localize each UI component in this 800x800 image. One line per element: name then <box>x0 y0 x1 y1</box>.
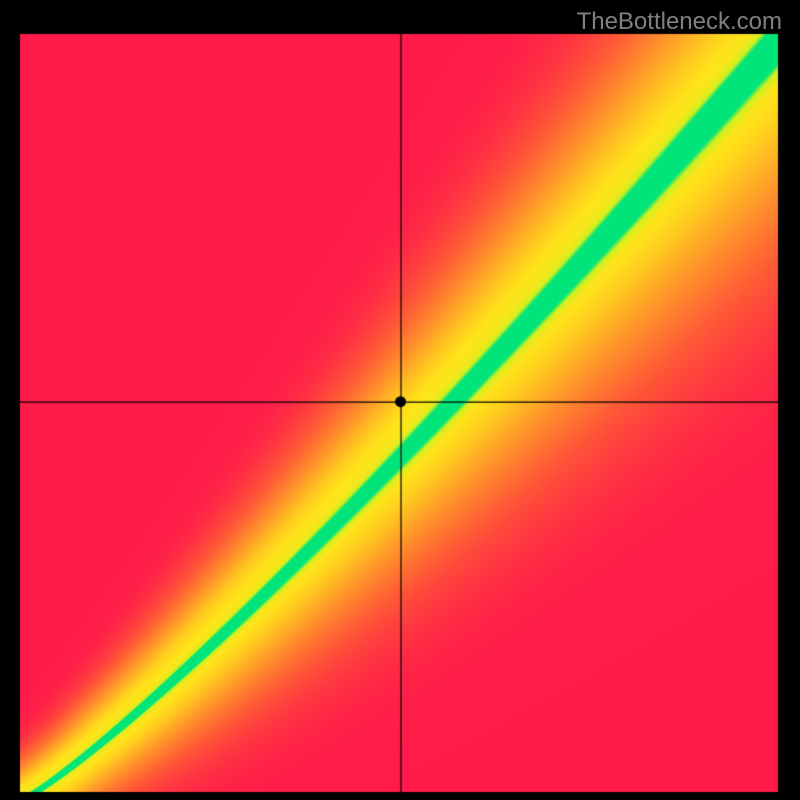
watermark-text: TheBottleneck.com <box>577 8 782 36</box>
chart-container: TheBottleneck.com <box>0 0 800 800</box>
heatmap-canvas <box>0 0 800 800</box>
